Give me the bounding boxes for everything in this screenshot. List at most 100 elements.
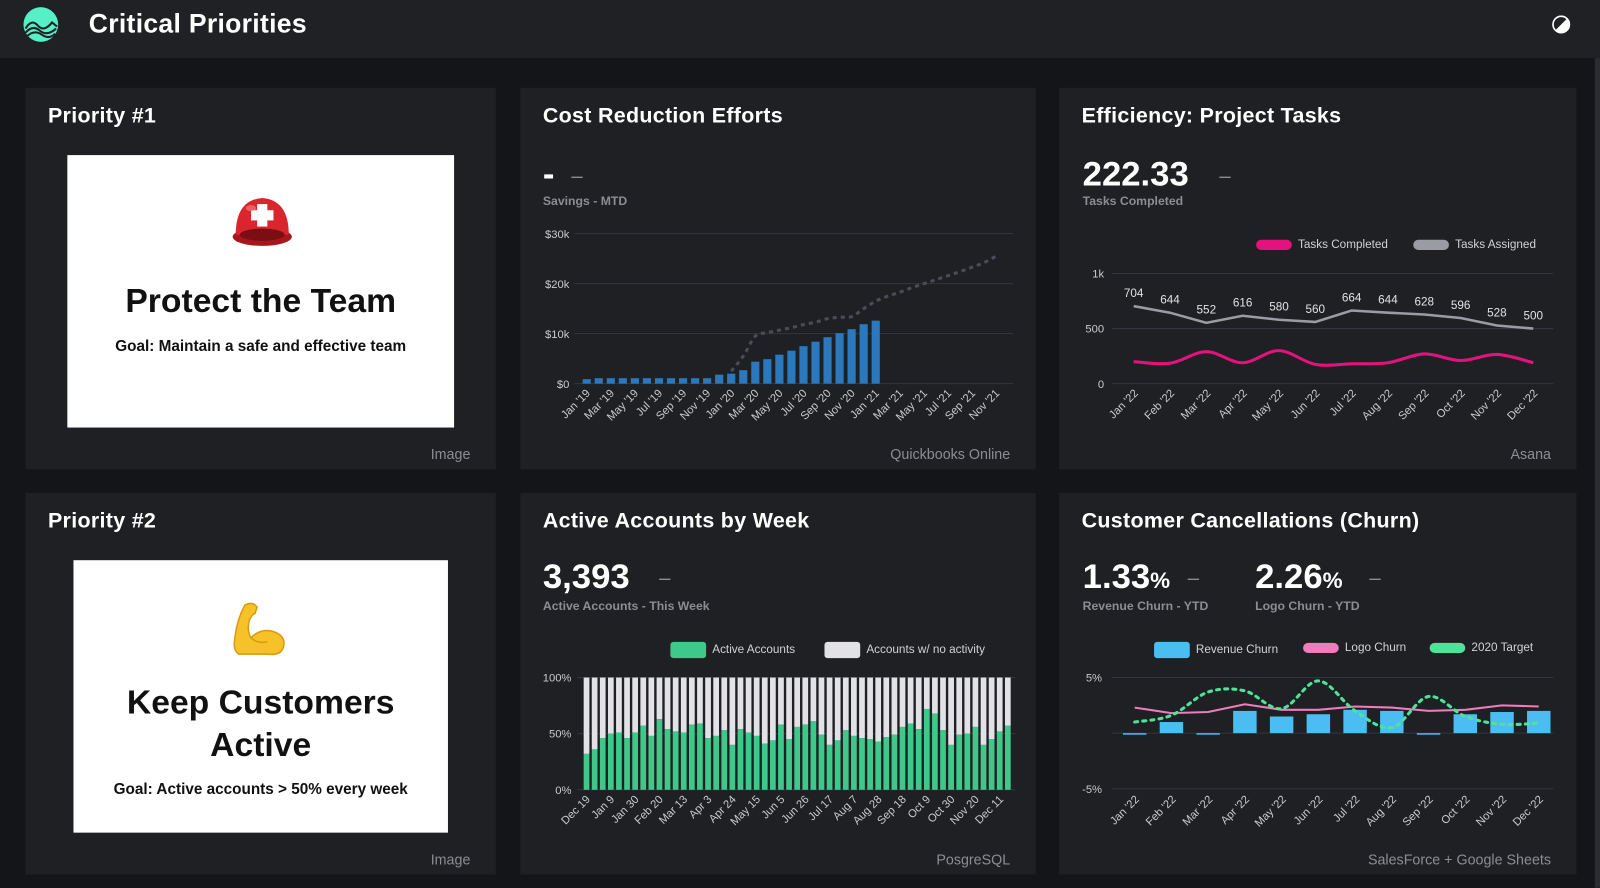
- active-accounts-bar: [988, 739, 995, 790]
- active-accounts-bar: [616, 732, 622, 790]
- x-tick-label: Jan '22: [1107, 388, 1141, 422]
- x-tick-label: May '22: [1250, 388, 1286, 424]
- active-accounts-bar: [672, 731, 679, 790]
- no-activity-bar: [1004, 677, 1011, 726]
- x-tick-label: Jul '22: [1331, 794, 1362, 825]
- revenue-churn-bar: [1343, 709, 1367, 734]
- legend-label: Tasks Completed: [1297, 238, 1388, 252]
- no-activity-bar: [745, 677, 752, 733]
- active-accounts-bar: [648, 735, 655, 790]
- data-label: 500: [1523, 309, 1543, 322]
- no-activity-bar: [640, 677, 647, 726]
- savings-bar: [799, 346, 808, 384]
- active-accounts-bar: [713, 735, 720, 790]
- no-activity-bar: [778, 677, 784, 725]
- no-activity-bar: [842, 677, 849, 731]
- active-accounts-bar: [891, 734, 898, 790]
- legend-no-activity[interactable]: Accounts w/ no activity: [824, 641, 985, 659]
- page-title: Critical Priorities: [88, 8, 307, 39]
- card-title: Priority #2: [47, 509, 157, 533]
- no-activity-bar: [834, 677, 841, 741]
- active-accounts-bar: [915, 729, 922, 790]
- legend-active-accounts[interactable]: Active Accounts: [670, 641, 796, 659]
- active-accounts-bar: [899, 726, 906, 790]
- y-tick-label: -5%: [1082, 784, 1102, 796]
- y-tick-label: 1k: [1092, 269, 1104, 281]
- x-tick-label: Feb '22: [1143, 388, 1178, 423]
- revenue-churn-bar: [1122, 733, 1147, 735]
- no-activity-bar: [761, 677, 768, 744]
- revenue-churn-bar: [1196, 733, 1220, 735]
- savings-bar: [727, 373, 736, 384]
- data-label: 704: [1124, 287, 1144, 300]
- active-accounts-bar: [705, 738, 711, 790]
- legend-tasks-completed[interactable]: Tasks Completed: [1256, 239, 1388, 251]
- no-activity-bar: [988, 677, 995, 740]
- no-activity-bar: [672, 677, 679, 732]
- contrast-icon[interactable]: [1551, 14, 1571, 34]
- active-accounts-bar: [810, 721, 817, 790]
- legend-revenue-churn[interactable]: Revenue Churn: [1154, 641, 1279, 659]
- active-accounts-bar: [996, 731, 1003, 790]
- legend-label: Revenue Churn: [1195, 643, 1279, 657]
- no-activity-bar: [964, 677, 971, 734]
- savings-label: Savings - MTD: [542, 193, 628, 209]
- data-label: 664: [1342, 291, 1362, 304]
- efficiency-chart: 0 500 1k 704 644 552 616 580 560 664 644 628 596 528 5…: [1085, 269, 1554, 424]
- active-accounts-bar: [761, 743, 768, 790]
- source-label: SalesForce + Google Sheets: [1367, 851, 1552, 868]
- legend-swatch: [1429, 642, 1466, 654]
- legend-label: Logo Churn: [1344, 641, 1407, 655]
- y-tick-label: 5%: [1086, 673, 1102, 685]
- legend-2020-target[interactable]: 2020 Target: [1429, 642, 1533, 654]
- x-tick-label: Sep '22: [1401, 794, 1436, 829]
- no-activity-bar: [826, 677, 833, 745]
- no-activity-bar: [591, 677, 598, 750]
- savings-bar: [739, 370, 748, 384]
- active-accounts-bar: [948, 744, 954, 790]
- tasks-assigned-line: [1133, 304, 1534, 330]
- no-activity-bar: [688, 677, 695, 725]
- x-tick-label: Dec 19: [559, 794, 593, 828]
- active-accounts-bar: [607, 733, 614, 790]
- savings-bar: [763, 359, 772, 384]
- legend-logo-churn[interactable]: Logo Churn: [1303, 642, 1406, 654]
- no-activity-bar: [802, 677, 809, 725]
- data-label: 560: [1306, 303, 1326, 316]
- logo-churn-line: [1134, 703, 1539, 715]
- tasks-completed-line: [1133, 349, 1534, 367]
- active-accounts-bar: [907, 723, 914, 790]
- x-tick-label: Jun '22: [1289, 388, 1323, 422]
- no-activity-bar: [915, 677, 922, 730]
- savings-bar: [606, 378, 615, 384]
- page-scrollbar[interactable]: [1594, 58, 1600, 888]
- savings-bar: [823, 337, 832, 384]
- x-tick-label: Dec '22: [1505, 388, 1540, 423]
- y-tick-label: 0: [1098, 379, 1104, 391]
- no-activity-bar: [891, 677, 898, 735]
- logo-churn-value: 2.26%: [1255, 557, 1342, 597]
- legend-tasks-assigned[interactable]: Tasks Assigned: [1413, 239, 1536, 251]
- savings-bar: [642, 378, 652, 384]
- savings-bar: [715, 374, 724, 384]
- active-accounts-bar: [624, 738, 630, 790]
- no-activity-bar: [632, 677, 638, 733]
- savings-bar: [654, 378, 664, 384]
- logo-churn-delta: –: [1369, 567, 1381, 590]
- active-accounts-label: Active Accounts - This Week: [542, 598, 710, 614]
- no-activity-bar: [753, 677, 760, 736]
- data-label: 596: [1451, 299, 1471, 312]
- no-activity-bar: [875, 677, 882, 742]
- savings-bar: [630, 378, 639, 384]
- no-activity-bar: [624, 677, 630, 739]
- savings-bar: [594, 378, 603, 384]
- legend-label: Active Accounts: [712, 643, 796, 657]
- active-accounts-bar: [980, 744, 987, 790]
- logo-churn-label: Logo Churn - YTD: [1255, 598, 1360, 614]
- no-activity-bar: [923, 677, 930, 709]
- x-tick-label: Nov '22: [1469, 388, 1504, 423]
- savings-bar: [691, 378, 700, 384]
- top-bar: Critical Priorities: [0, 0, 1600, 59]
- data-label: 644: [1160, 294, 1180, 307]
